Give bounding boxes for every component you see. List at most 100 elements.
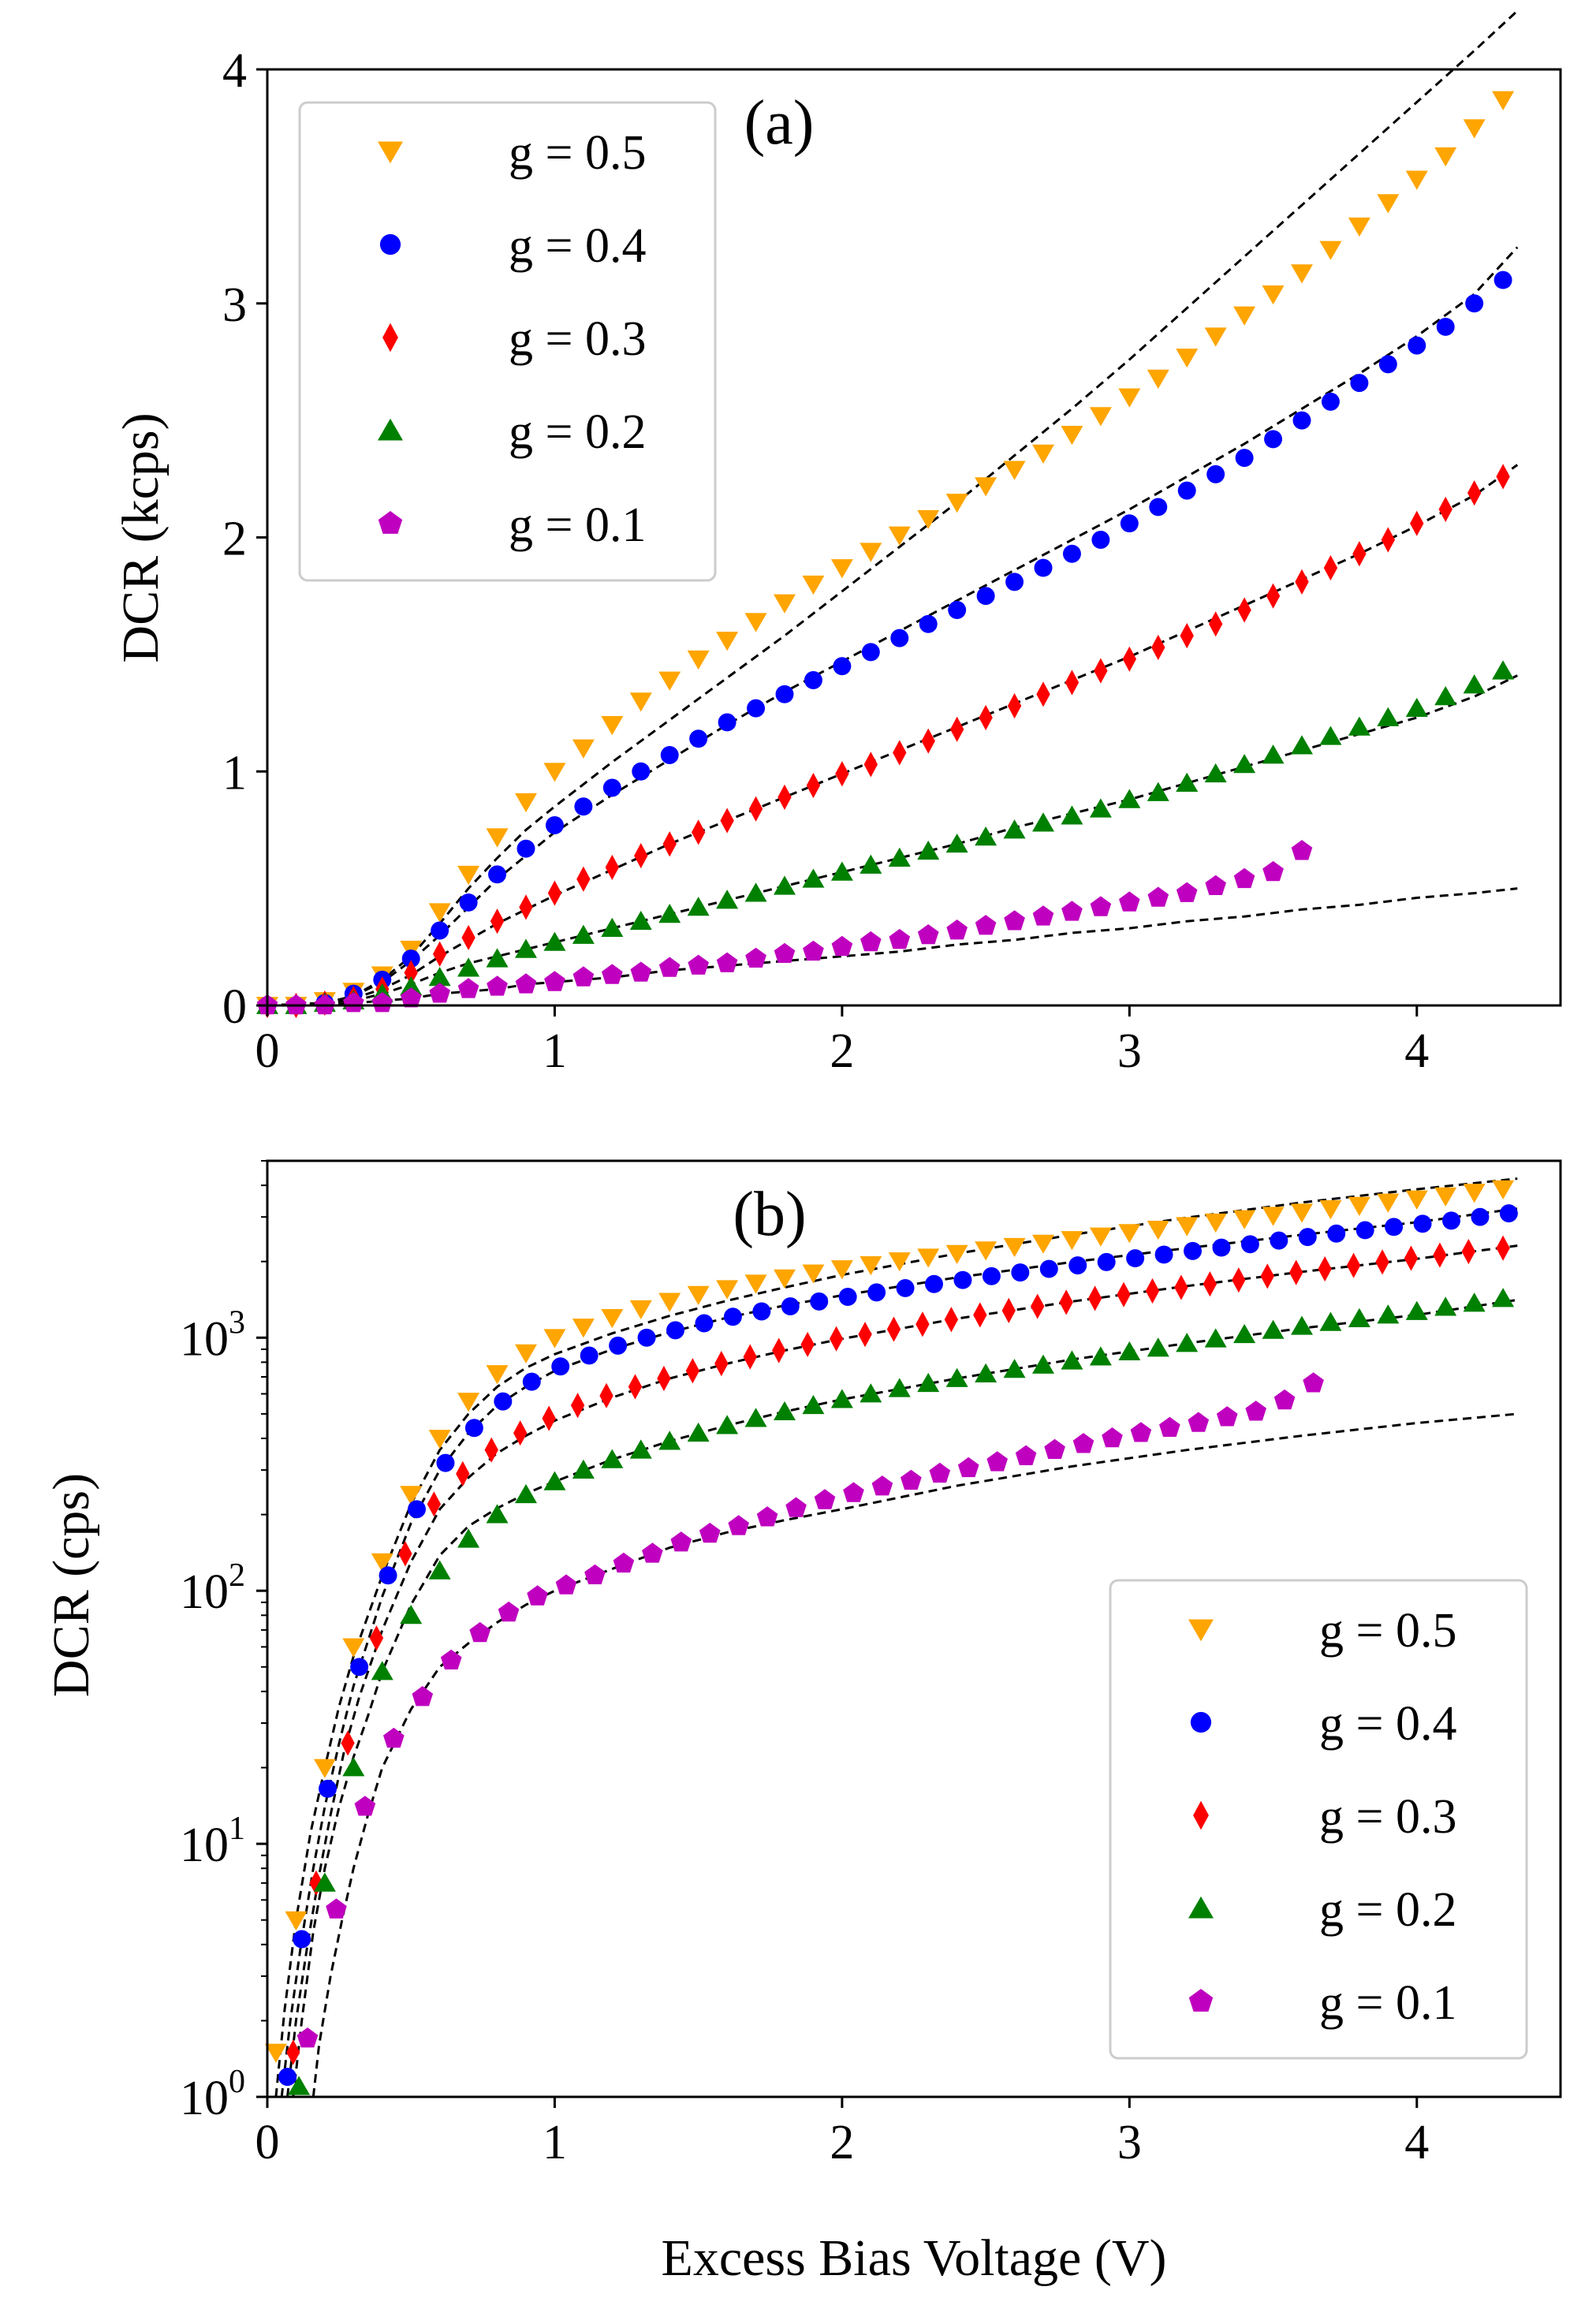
panel-b-point	[772, 1337, 786, 1363]
panel-a-point	[835, 761, 849, 787]
panel-b-point	[1031, 1293, 1045, 1319]
panel-b-point	[527, 1585, 548, 1606]
panel-a-point	[632, 762, 651, 781]
panel-a-point	[490, 908, 505, 934]
panel-a-point	[630, 961, 652, 982]
panel-a-point	[660, 745, 679, 764]
panel-b-point	[867, 1283, 886, 1302]
panel-b-point	[350, 1658, 369, 1677]
panel-b-point	[440, 1649, 462, 1669]
panel-b-point	[1032, 1234, 1054, 1254]
panel-a-point	[401, 949, 420, 968]
panel-b-ytick-label: 101	[180, 1811, 245, 1872]
panel-a-point	[1467, 480, 1482, 506]
panel-b-point	[1273, 1389, 1296, 1410]
panel-a-point	[1436, 317, 1455, 336]
panel-b-ylabel: DCR (cps)	[43, 1473, 100, 1697]
panel-b-point	[515, 1483, 537, 1504]
panel-b-point	[982, 1266, 1001, 1285]
panel-b-point	[744, 1274, 767, 1294]
panel-b-point	[1319, 1311, 1342, 1331]
panel-a-point	[515, 973, 537, 994]
panel-b-point	[1291, 1315, 1313, 1335]
panel-b-xlabel: Excess Bias Voltage (V)	[662, 2229, 1167, 2287]
panel-a-point	[744, 613, 767, 632]
panel-a-point	[629, 692, 652, 712]
panel-b-point	[830, 1389, 853, 1408]
panel-a-legend-label-0: g = 0.5	[509, 126, 646, 180]
panel-b-point	[1463, 1184, 1486, 1203]
panel-b-point	[657, 1365, 671, 1392]
panel-b-point	[858, 1322, 872, 1348]
panel-a-point	[1091, 530, 1110, 549]
panel-b-point	[464, 1419, 483, 1438]
panel-b-point	[699, 1522, 721, 1543]
panel-a-point	[921, 728, 935, 754]
panel-b-point	[1087, 1285, 1102, 1311]
panel-b-point	[1059, 1289, 1073, 1315]
panel-b-point	[929, 1462, 951, 1483]
panel-b-point	[838, 1288, 857, 1306]
panel-a-point	[1090, 896, 1112, 916]
panel-b-point	[1089, 1227, 1112, 1247]
panel-b-point	[1001, 1297, 1016, 1323]
panel-a-point	[431, 921, 449, 940]
panel-b-point	[830, 1260, 853, 1280]
panel-a-point	[1180, 623, 1194, 649]
panel-a-point	[1323, 554, 1338, 581]
panel-a-point	[888, 847, 911, 867]
panel-b-point	[986, 1451, 1008, 1472]
panel-b-point	[1097, 1252, 1116, 1271]
panel-b-point	[1176, 1333, 1199, 1352]
panel-b-point	[1154, 1245, 1173, 1264]
panel-b-point	[469, 1621, 490, 1643]
panel-b-point	[781, 1297, 800, 1316]
panel-b-point	[945, 1367, 968, 1387]
panel-a-point	[688, 954, 709, 975]
panel-a-point	[515, 793, 537, 813]
panel-b-point	[1039, 1259, 1058, 1278]
panel-a-label: (a)	[744, 88, 815, 158]
panel-b-point	[901, 1469, 922, 1490]
panel-a-point	[1176, 772, 1199, 793]
panel-b-legend-box	[1109, 1579, 1528, 2060]
panel-b-point	[1377, 1304, 1400, 1324]
panel-a-point	[1233, 306, 1256, 326]
panel-b-point	[543, 1329, 566, 1348]
panel-a-point	[804, 671, 822, 689]
panel-b-point	[1433, 1242, 1447, 1268]
panel-a-ytick-label: 0	[222, 980, 247, 1034]
panel-a-point	[946, 919, 968, 940]
panel-b-point	[1492, 1288, 1515, 1307]
panel-a-point	[945, 494, 968, 513]
panel-a-xtick-label: 2	[830, 1024, 854, 1078]
panel-b-point	[1385, 1218, 1404, 1237]
panel-b-point	[843, 1482, 864, 1502]
panel-b-point	[860, 1256, 882, 1276]
panel-b-point	[744, 1408, 767, 1427]
panel-b-point	[319, 1779, 337, 1798]
panel-a-point	[716, 952, 738, 972]
panel-b-point	[973, 1302, 987, 1328]
panel-b-point	[628, 1374, 643, 1400]
panel-b-fit-line-2	[286, 1244, 1518, 2098]
panel-b-point	[1289, 1259, 1303, 1285]
panel-a-legend-marker-1	[379, 233, 401, 256]
panel-b-point	[427, 1491, 442, 1517]
panel-b-ytick-label: 100	[180, 2064, 245, 2125]
panel-b-point	[457, 1528, 480, 1548]
panel-b-point	[400, 1486, 423, 1505]
panel-a-point	[1291, 264, 1313, 284]
panel-b-point	[428, 1560, 451, 1580]
panel-a-point	[744, 882, 767, 902]
panel-b-point	[800, 1331, 815, 1358]
panel-b-point	[313, 1759, 336, 1778]
panel-b-point	[613, 1552, 635, 1573]
panel-a-point	[802, 868, 825, 888]
panel-a-point	[1492, 660, 1515, 680]
panel-a-point	[1147, 886, 1169, 907]
panel-a-point	[1089, 407, 1112, 427]
panel-b-point	[802, 1394, 825, 1415]
panel-b-point	[802, 1264, 825, 1284]
panel-b-data-points	[264, 1180, 1518, 2095]
